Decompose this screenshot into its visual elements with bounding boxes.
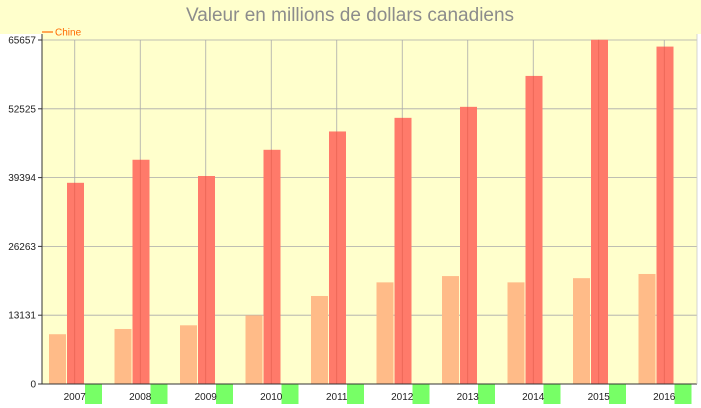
bar-series-3-2014 [543, 384, 561, 404]
bar-series-3-2009 [216, 384, 233, 404]
x-tick-label: 2015 [588, 392, 611, 403]
bar-series-1-2007 [49, 334, 66, 384]
bar-series-3-2016 [674, 384, 692, 404]
bar-chine-2008 [132, 159, 150, 384]
bar-chine-2012 [394, 117, 412, 385]
bar-series-3-2015 [609, 384, 626, 404]
y-tick-label: 52525 [8, 104, 36, 115]
x-tick-label: 2013 [457, 392, 480, 403]
y-tick-label: 13131 [8, 311, 36, 322]
bars-layer [49, 39, 692, 404]
bar-chine-2014 [525, 75, 543, 385]
bar-series-1-2016 [638, 273, 656, 384]
x-tick-label: 2007 [64, 392, 87, 403]
x-tick-label: 2010 [260, 392, 283, 403]
bar-chine-2016 [656, 46, 674, 384]
bar-chine-2007 [67, 182, 84, 384]
y-tick-label: 26263 [8, 242, 36, 253]
bar-series-1-2014 [507, 282, 525, 384]
bar-series-3-2012 [412, 384, 430, 404]
bar-series-1-2012 [376, 282, 394, 384]
bar-chine-2013 [460, 106, 477, 385]
bar-chine-2011 [329, 131, 346, 384]
y-tick-label: 39394 [8, 173, 36, 184]
title-area [0, 0, 701, 34]
x-tick-label: 2014 [522, 392, 545, 403]
legend-label-chine: Chine [55, 28, 82, 39]
y-tick-label: 0 [30, 380, 36, 391]
y-tick-label: 65657 [8, 36, 36, 47]
bar-series-3-2007 [85, 384, 102, 404]
x-tick-label: 2016 [653, 392, 676, 403]
bar-series-1-2011 [311, 295, 328, 384]
bar-series-3-2013 [478, 384, 495, 404]
legend: Chine [42, 28, 82, 39]
x-tick-label: 2012 [391, 392, 414, 403]
x-tick-label: 2011 [326, 392, 348, 403]
bar-chine-2010 [263, 149, 281, 384]
x-tick-label: 2009 [195, 392, 218, 403]
bar-series-3-2010 [281, 384, 299, 404]
bar-series-1-2010 [245, 315, 263, 384]
bar-series-1-2013 [442, 276, 459, 384]
bar-series-1-2009 [180, 325, 197, 384]
x-tick-label: 2008 [129, 392, 152, 403]
axis-layer: 0 13131 26263 39394 52525 65657 2007 2008 2009 20… [8, 34, 698, 403]
bar-series-1-2015 [573, 278, 590, 384]
bar-series-3-2008 [150, 384, 168, 404]
bar-chine-2009 [198, 175, 215, 384]
bar-chine-2015 [591, 39, 608, 384]
bar-series-1-2008 [114, 328, 132, 384]
bar-series-3-2011 [347, 384, 364, 404]
chart-title: Valeur en millions de dollars canadiens [186, 5, 514, 26]
